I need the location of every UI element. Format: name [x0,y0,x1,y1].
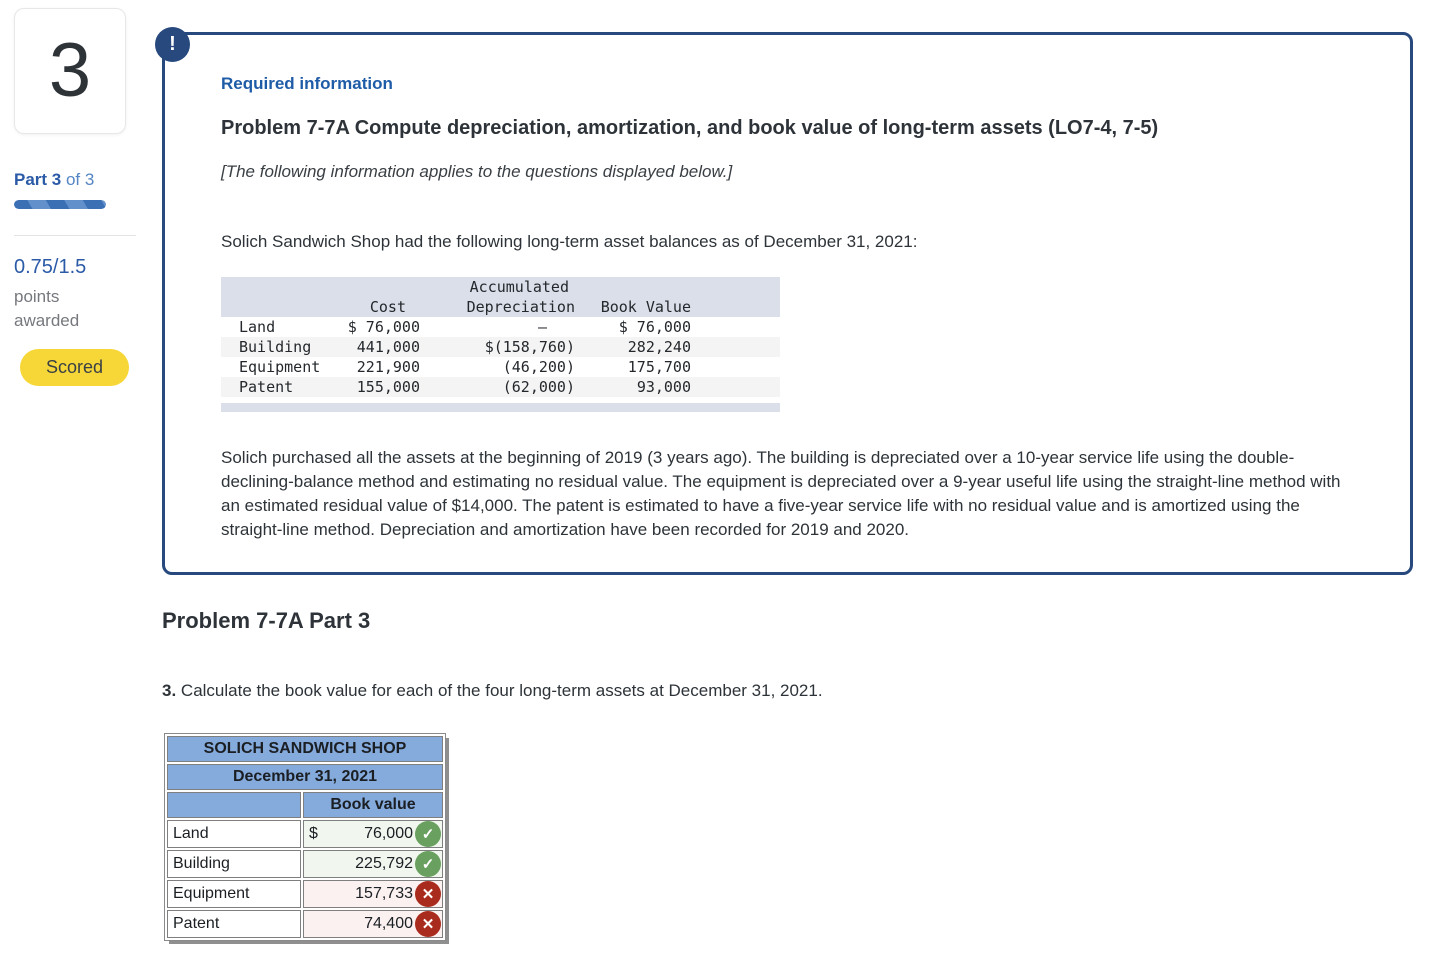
main-content: ! Required information Problem 7-7A Comp… [155,0,1440,946]
book-value-amount: 225,792 [355,855,413,872]
part-heading: Problem 7-7A Part 3 [162,608,371,633]
problem-detail-text: Solich purchased all the assets at the b… [221,448,1341,539]
answer-row-patent: Patent 74,400 ✕ [167,910,443,938]
problem-title: Problem 7-7A Compute depreciation, amort… [221,117,1159,139]
points-awarded-label: points awarded [14,285,162,333]
part-progress-label: Part 3 of 3 [14,170,162,190]
answer-table-subtitle-row: December 31, 2021 [167,764,443,790]
answer-row-land: Land $ 76,000 ✓ [167,820,443,848]
book-value-cell: $ 76,000 ✓ [303,820,443,848]
answer-row-equipment: Equipment 157,733 ✕ [167,880,443,908]
part-of-label: of 3 [61,170,95,189]
asset-row-equipment: Equipment 221,900 (46,200) 175,700 [221,357,780,377]
question-number-prefix: 3. [162,681,177,700]
asset-name-cell: Land [167,820,301,848]
accumulated-header-line1: Accumulated [428,277,583,297]
page: 3 Part 3 of 3 0.75/1.5 points awarded Sc… [0,0,1440,946]
book-value-header: Book Value [583,297,691,317]
asset-row-building: Building 441,000 $(158,760) 282,240 [221,337,780,357]
asset-table-header-row-1: Accumulated [221,277,780,297]
asset-name-cell: Land [239,318,276,336]
asset-name-cell: Equipment [167,880,301,908]
check-icon: ✓ [415,851,441,877]
asset-table-header-row-2: Cost Depreciation Book Value [221,297,780,317]
part-label: Part 3 [14,170,62,189]
accum-dep-cell: $(158,760) [428,337,583,357]
cost-cell: 221,900 [356,358,420,376]
x-icon: ✕ [415,881,441,907]
points-label-line2: awarded [14,311,80,330]
cost-header: Cost [333,297,428,317]
applies-note: [The following information applies to th… [221,162,733,181]
accum-dep-cell: (46,200) [502,358,575,376]
x-icon: ✕ [415,911,441,937]
empty-header-cell [167,792,301,818]
asset-row-patent: Patent 155,000 (62,000) 93,000 [221,377,780,397]
book-value-cell: $ 76,000 [618,318,691,336]
required-information-panel: ! Required information Problem 7-7A Comp… [155,27,1413,575]
question-body: Calculate the book value for each of the… [176,681,823,700]
book-value-cell: 225,792 ✓ [303,850,443,878]
progress-fill [14,200,106,209]
question-sidebar: 3 Part 3 of 3 0.75/1.5 points awarded Sc… [0,0,162,946]
answer-table-header-row: Book value [167,792,443,818]
asset-balances-table: Accumulated Cost Depreciation Book Value [221,277,780,412]
exclamation-icon: ! [155,27,190,62]
table-footer-strip [221,403,780,412]
asset-row-land: Land $ 76,000 – $ 76,000 [221,317,780,337]
required-information-label: Required information [221,74,393,93]
book-value-amount: 157,733 [355,885,413,902]
cost-cell: 155,000 [333,377,428,397]
check-icon: ✓ [415,821,441,847]
depreciation-header: Depreciation [428,297,583,317]
book-value-amount: 74,400 [364,915,413,932]
intro-text: Solich Sandwich Shop had the following l… [221,232,918,251]
question-number-card: 3 [14,8,134,142]
book-value-amount: 76,000 [364,825,413,842]
question-number: 3 [48,28,92,113]
answer-table-subtitle: December 31, 2021 [167,764,443,790]
asset-name-cell: Equipment [239,358,321,376]
book-value-cell: 74,400 ✕ [303,910,443,938]
sidebar-divider [14,235,136,236]
question-text: 3. Calculate the book value for each of … [162,679,1413,703]
book-value-cell: 93,000 [583,377,691,397]
accum-dep-cell: (62,000) [428,377,583,397]
asset-name-cell: Patent [221,377,333,397]
asset-name-cell: Patent [167,910,301,938]
asset-name-cell: Building [167,850,301,878]
answer-table: SOLICH SANDWICH SHOP December 31, 2021 B… [164,733,446,941]
book-value-cell: 175,700 [627,358,691,376]
answer-row-building: Building 225,792 ✓ [167,850,443,878]
book-value-cell: 282,240 [583,337,691,357]
points-label-line1: points [14,287,60,306]
book-value-column-header: Book value [303,792,443,818]
answer-table-title: SOLICH SANDWICH SHOP [167,736,443,762]
cost-cell: $ 76,000 [347,318,420,336]
answer-table-title-row: SOLICH SANDWICH SHOP [167,736,443,762]
asset-name-cell: Building [221,337,333,357]
progress-bar [14,200,106,209]
points-awarded-value: 0.75/1.5 [14,256,87,278]
cost-cell: 441,000 [333,337,428,357]
scored-badge: Scored [20,349,130,386]
accum-dep-cell: – [537,318,547,336]
currency-symbol: $ [309,825,318,842]
book-value-cell: 157,733 ✕ [303,880,443,908]
